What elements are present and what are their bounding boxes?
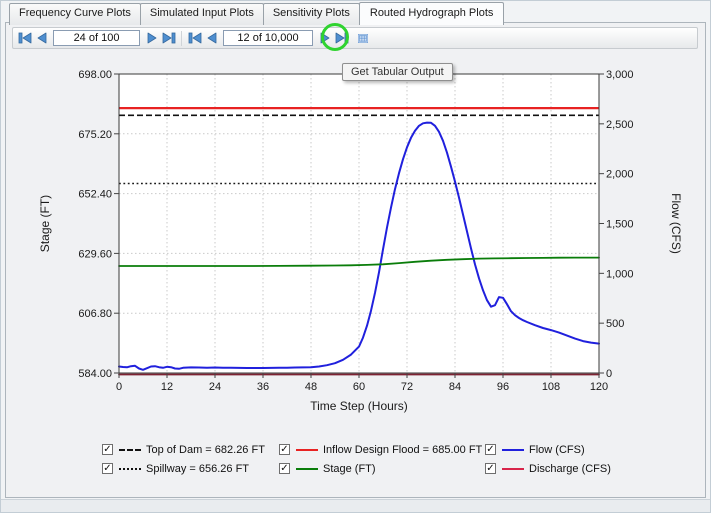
tab-frequency-curve-plots[interactable]: Frequency Curve Plots xyxy=(9,3,141,25)
step-forward-icon xyxy=(147,32,156,44)
legend-checkbox-inflow-design-flood-685-00-ft[interactable]: ✓ xyxy=(279,444,290,455)
tab-simulated-input-plots[interactable]: Simulated Input Plots xyxy=(139,3,264,25)
legend-swatch-inflow-design-flood-685-00-ft xyxy=(296,448,318,451)
toolbar-divider xyxy=(181,30,182,46)
legend-swatch-discharge-cfs xyxy=(502,467,524,470)
realization-pager-field[interactable] xyxy=(53,30,140,46)
legend-label-spillway-656-26-ft: Spillway = 656.26 FT xyxy=(146,462,250,475)
previous-event-button[interactable] xyxy=(203,30,220,47)
legend-item-discharge-cfs: ✓ Discharge (CFS) xyxy=(485,462,611,475)
get-tabular-output-button[interactable] xyxy=(352,29,374,48)
legend-checkbox-discharge-cfs[interactable]: ✓ xyxy=(485,463,496,474)
last-event-button[interactable] xyxy=(333,30,350,47)
legend-checkbox-stage-ft[interactable]: ✓ xyxy=(279,463,290,474)
legend-item-flow-cfs: ✓ Flow (CFS) xyxy=(485,443,585,456)
next-event-button[interactable] xyxy=(316,30,333,47)
plot-tab-bar: Frequency Curve Plots Simulated Input Pl… xyxy=(9,2,505,25)
skip-last-icon xyxy=(335,32,348,44)
event-pager-field[interactable] xyxy=(223,30,313,46)
first-event-button[interactable] xyxy=(186,30,203,47)
legend-label-stage-ft: Stage (FT) xyxy=(323,462,376,475)
legend-label-top-of-dam-682-26-ft: Top of Dam = 682.26 FT xyxy=(146,443,265,456)
tooltip-text: Get Tabular Output xyxy=(351,66,444,78)
step-back-icon xyxy=(207,32,216,44)
table-grid-icon xyxy=(358,33,368,43)
step-back-icon xyxy=(37,32,46,44)
legend-label-flow-cfs: Flow (CFS) xyxy=(529,443,585,456)
legend-item-stage-ft: ✓ Stage (FT) xyxy=(279,462,376,475)
next-realization-button[interactable] xyxy=(143,30,160,47)
legend-swatch-spillway-656-26-ft xyxy=(119,467,141,470)
legend-swatch-stage-ft xyxy=(296,467,318,470)
tab-routed-hydrograph-plots[interactable]: Routed Hydrograph Plots xyxy=(358,2,505,25)
tooltip: Get Tabular Output xyxy=(342,63,453,81)
last-realization-button[interactable] xyxy=(160,30,177,47)
tab-content-pane xyxy=(5,22,706,498)
legend-swatch-top-of-dam-682-26-ft xyxy=(119,448,141,451)
legend-checkbox-spillway-656-26-ft[interactable]: ✓ xyxy=(102,463,113,474)
step-forward-icon xyxy=(320,32,329,44)
tab-sensitivity-plots[interactable]: Sensitivity Plots xyxy=(262,3,360,25)
skip-first-icon xyxy=(18,32,31,44)
legend-label-inflow-design-flood-685-00-ft: Inflow Design Flood = 685.00 FT xyxy=(323,443,483,456)
legend-swatch-flow-cfs xyxy=(502,448,524,451)
skip-first-icon xyxy=(188,32,201,44)
legend-checkbox-flow-cfs[interactable]: ✓ xyxy=(485,444,496,455)
first-realization-button[interactable] xyxy=(16,30,33,47)
legend-checkbox-top-of-dam-682-26-ft[interactable]: ✓ xyxy=(102,444,113,455)
legend-item-spillway-656-26-ft: ✓ Spillway = 656.26 FT xyxy=(102,462,249,475)
legend-item-inflow-design-flood-685-00-ft: ✓ Inflow Design Flood = 685.00 FT xyxy=(279,443,482,456)
skip-last-icon xyxy=(162,32,175,44)
legend-label-discharge-cfs: Discharge (CFS) xyxy=(529,462,611,475)
window-footer-strip xyxy=(1,499,710,512)
hydrograph-navigation-toolbar xyxy=(12,27,698,49)
previous-realization-button[interactable] xyxy=(33,30,50,47)
legend-item-top-of-dam-682-26-ft: ✓ Top of Dam = 682.26 FT xyxy=(102,443,265,456)
